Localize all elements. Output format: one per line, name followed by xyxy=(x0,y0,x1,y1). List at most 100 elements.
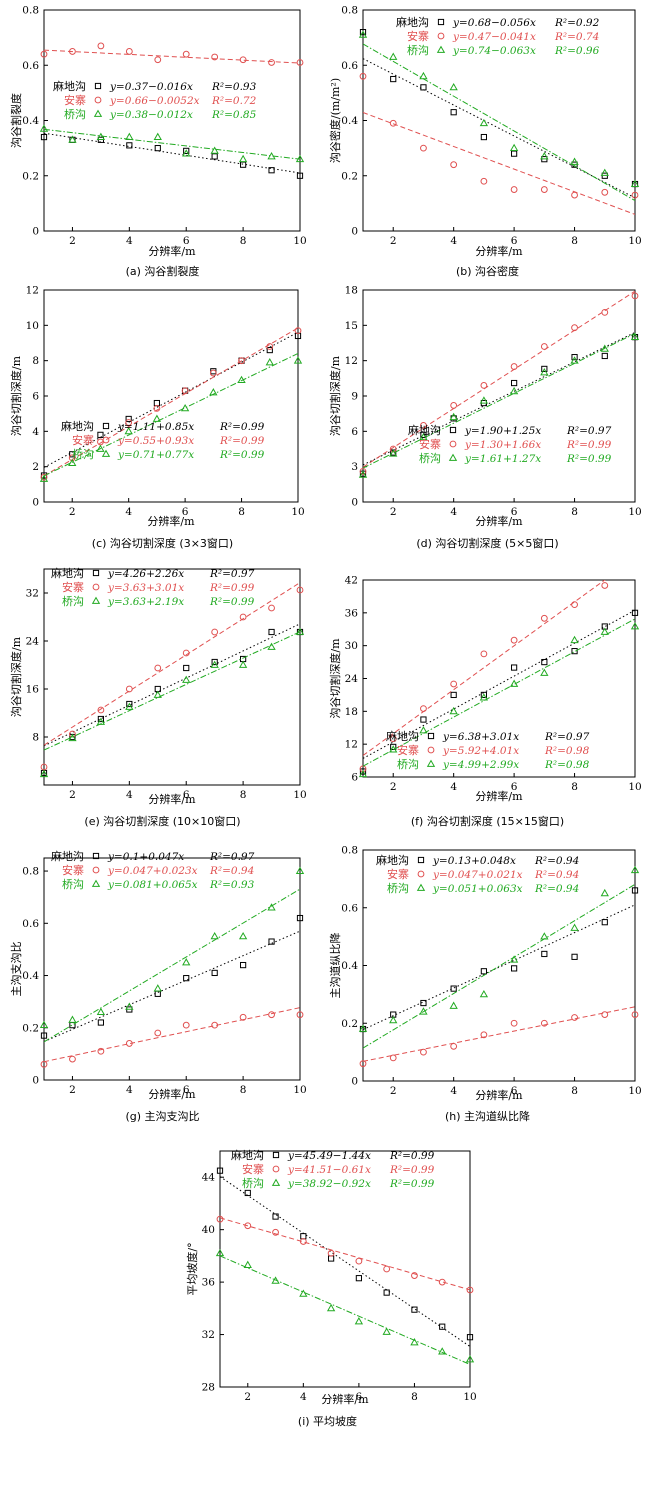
data-point xyxy=(266,343,274,350)
x-tick-label: 6 xyxy=(356,1391,363,1403)
y-tick-label: 15 xyxy=(345,320,358,332)
data-point xyxy=(243,1260,252,1268)
legend-name: 桥沟 xyxy=(387,882,409,895)
data-point xyxy=(96,717,106,725)
legend-name: 桥沟 xyxy=(407,44,429,57)
data-point xyxy=(631,292,639,300)
data-point xyxy=(125,1040,133,1047)
legend-equation: y=3.63+2.19x xyxy=(107,596,184,608)
y-tick-label: 44 xyxy=(202,1172,216,1184)
data-point xyxy=(480,968,487,975)
x-tick-label: 10 xyxy=(293,235,306,247)
legend-marker xyxy=(92,583,100,591)
data-point xyxy=(183,147,190,154)
data-point xyxy=(509,679,519,687)
data-point xyxy=(238,931,248,940)
data-point xyxy=(600,627,609,635)
y-tick-label: 0.2 xyxy=(22,1022,39,1034)
legend-name: 安寨 xyxy=(387,867,409,881)
x-tick-label: 6 xyxy=(183,1084,190,1096)
panel-i: 2 4 6 8 10 28 32 36 40 44 分辨率/m 平均坡度/° 麻地沟 y=45.49−1.… xyxy=(160,1140,495,1430)
fit-line xyxy=(44,1007,300,1063)
data-point xyxy=(389,52,398,60)
legend-name: 麻地沟 xyxy=(61,419,94,433)
x-tick-label: 8 xyxy=(571,1085,578,1097)
data-point xyxy=(540,152,549,160)
data-point xyxy=(511,965,518,972)
data-point xyxy=(479,989,489,998)
data-point xyxy=(570,923,579,931)
x-tick-label: 4 xyxy=(126,1084,133,1096)
legend-name: 安寨 xyxy=(407,29,429,43)
panel-caption: (d) 沟谷切割深度 (5×5窗口) xyxy=(416,537,559,550)
data-point xyxy=(239,56,247,64)
y-tick-label: 0 xyxy=(351,497,358,509)
legend-marker xyxy=(417,856,425,864)
x-tick-label: 2 xyxy=(390,1085,397,1097)
panel-g: 2 4 6 8 10 0 0.2 0.4 0.6 0.8 分辨率/m 主沟支沟比 麻地沟 y=0.1+0.… xyxy=(0,840,325,1125)
y-axis-label: 平均坡度/° xyxy=(185,1242,199,1295)
legend-name: 麻地沟 xyxy=(396,15,429,29)
data-point xyxy=(509,386,519,395)
data-point xyxy=(450,161,458,169)
y-tick-label: 0 xyxy=(32,1075,39,1087)
data-point xyxy=(152,414,162,422)
y-tick-label: 18 xyxy=(345,285,358,297)
data-point xyxy=(268,628,275,636)
data-point xyxy=(40,133,48,141)
data-point xyxy=(154,664,162,672)
panel-f: 2 4 6 8 10 6 12 18 24 30 36 42 分辨率/m 沟谷切割深度/m 麻地沟 y=6.3… xyxy=(325,555,650,830)
data-point xyxy=(69,48,76,55)
data-point xyxy=(68,1015,77,1023)
data-point xyxy=(180,403,190,412)
plot-frame xyxy=(362,289,636,503)
panel-d: 2 4 6 8 10 0 3 6 9 12 15 18 分辨率/m 沟谷切割深度/m 麻地沟 y=1.90+1… xyxy=(325,280,650,552)
y-tick-label: 0 xyxy=(32,497,39,509)
x-tick-label: 4 xyxy=(126,235,133,247)
data-point xyxy=(630,332,640,341)
series-2 xyxy=(40,327,302,481)
x-axis-ticks: 2 4 6 8 10 xyxy=(69,1076,307,1096)
data-point xyxy=(295,154,305,163)
x-axis-ticks: 2 4 6 8 10 xyxy=(69,781,307,801)
legend-r2: R²=0.99 xyxy=(219,435,265,447)
data-point xyxy=(450,1042,458,1050)
data-point xyxy=(209,388,218,396)
legend-name: 麻地沟 xyxy=(51,566,84,580)
data-point xyxy=(389,1015,398,1024)
y-tick-label: 8 xyxy=(32,355,39,367)
data-point xyxy=(601,352,608,360)
data-point xyxy=(296,59,304,66)
data-point xyxy=(326,1303,336,1312)
data-point xyxy=(420,999,427,1007)
data-point xyxy=(68,458,77,467)
data-point xyxy=(97,42,105,50)
data-point xyxy=(182,649,190,657)
y-axis-ticks: 6 12 18 24 30 36 42 xyxy=(345,575,367,784)
data-point xyxy=(571,1014,578,1021)
data-point xyxy=(630,179,640,187)
data-point xyxy=(420,1048,427,1056)
x-axis-label: 分辨率/m xyxy=(148,1087,196,1101)
fit-line xyxy=(220,1255,470,1365)
data-point xyxy=(465,1355,475,1363)
data-point xyxy=(211,1021,219,1029)
data-point xyxy=(126,142,133,149)
legend-marker xyxy=(91,879,101,887)
data-point xyxy=(383,1289,390,1296)
data-point xyxy=(154,56,162,64)
data-point xyxy=(509,955,519,963)
data-point xyxy=(183,975,190,982)
data-point xyxy=(183,664,190,672)
data-point xyxy=(411,1306,418,1313)
data-point xyxy=(541,365,548,373)
data-point xyxy=(389,445,397,453)
data-point xyxy=(272,1228,279,1236)
fit-line xyxy=(44,49,300,64)
fit-line xyxy=(220,1217,470,1291)
y-tick-label: 12 xyxy=(345,355,358,367)
x-tick-label: 4 xyxy=(300,1391,307,1403)
chart-svg: 2 4 6 8 10 0 3 6 9 12 15 18 分辨率/m 沟谷切割深度/m 麻地沟 y=1.90+1… xyxy=(328,285,642,529)
y-tick-label: 0.8 xyxy=(22,5,39,17)
legend-name: 桥沟 xyxy=(242,1177,264,1190)
